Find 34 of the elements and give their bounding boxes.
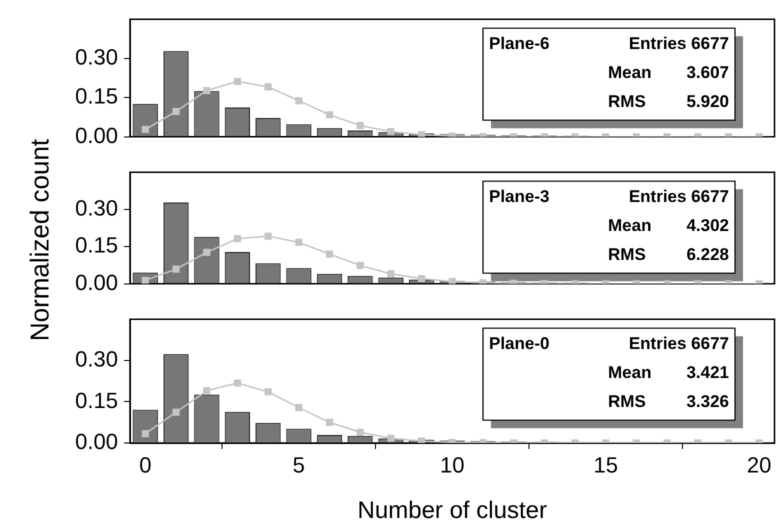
annotation: RMS <box>608 92 646 111</box>
y-tick-label: 0.30 <box>75 195 118 220</box>
y-tick-label: 0.00 <box>75 122 118 148</box>
annotation: Plane-3 <box>489 186 550 206</box>
annotation: Plane-0 <box>489 334 550 353</box>
annotation: Mean <box>608 62 652 82</box>
y-tick-label: 0.15 <box>75 388 118 413</box>
x-tick-label: 5 <box>292 452 305 478</box>
annotation: RMS <box>608 392 646 411</box>
y-tick-label: 0.15 <box>75 84 118 109</box>
x-tick-label: 0 <box>139 452 152 478</box>
y-tick-label: 0.15 <box>75 232 118 258</box>
annotation: 4.302 <box>686 216 729 235</box>
x-tick-label: 15 <box>593 452 618 478</box>
annotation: Entries 6677 <box>628 334 729 353</box>
annotation: Mean <box>608 362 652 382</box>
annotation: 3.421 <box>686 362 729 382</box>
x-tick-label: 10 <box>440 452 464 478</box>
y-tick-label: 0.00 <box>75 429 118 454</box>
annotation: Plane-6 <box>489 34 550 53</box>
annotation: Entries 6677 <box>628 186 729 206</box>
y-tick-label: 0.00 <box>75 270 118 295</box>
annotation: 3.326 <box>686 392 729 411</box>
x-axis-title: Number of cluster <box>358 497 547 524</box>
annotation: 6.228 <box>686 244 729 264</box>
y-axis-title: Normalized count <box>24 138 56 342</box>
annotation: RMS <box>608 244 646 264</box>
annotation: 3.607 <box>686 62 729 82</box>
y-tick-label: 0.30 <box>75 44 118 70</box>
annotation: 5.920 <box>686 92 729 111</box>
annotation: Mean <box>608 216 652 235</box>
x-tick-label: 20 <box>746 452 772 478</box>
annotation: Entries 6677 <box>628 34 729 53</box>
y-tick-label: 0.30 <box>75 346 118 372</box>
